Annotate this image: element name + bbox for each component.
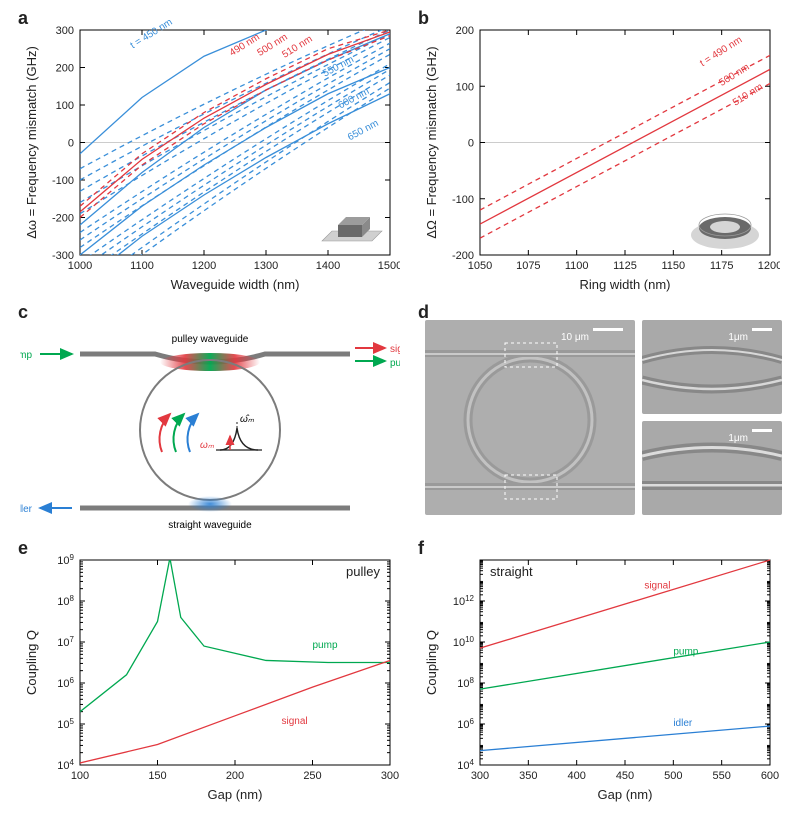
svg-text:1500: 1500 (378, 260, 400, 272)
svg-text:-200: -200 (452, 250, 474, 262)
svg-text:-200: -200 (52, 213, 74, 225)
svg-text:300: 300 (381, 770, 399, 782)
panel-a-chart: 100011001200130014001500-300-200-1000100… (20, 20, 400, 300)
svg-text:Coupling Q: Coupling Q (24, 630, 39, 695)
sem-main-image: 10 μm (425, 320, 635, 515)
svg-text:1200: 1200 (758, 260, 780, 272)
svg-text:pump: pump (20, 350, 32, 361)
svg-text:109: 109 (57, 553, 74, 568)
svg-text:idler: idler (20, 504, 33, 515)
svg-text:signal: signal (644, 581, 670, 592)
panel-b-chart: 1050107511001125115011751200-200-1000100… (420, 20, 780, 300)
svg-text:500 nm: 500 nm (717, 62, 751, 89)
svg-text:1300: 1300 (254, 260, 278, 272)
panel-e-chart: 100150200250300104105106107108109Gap (nm… (20, 550, 400, 810)
svg-text:350: 350 (519, 770, 537, 782)
svg-text:-100: -100 (452, 194, 474, 206)
svg-text:idler: idler (673, 718, 693, 729)
svg-text:650 nm: 650 nm (346, 118, 381, 143)
svg-text:600 nm: 600 nm (337, 86, 372, 111)
svg-text:1100: 1100 (130, 260, 154, 272)
panel-c-schematic: ω̂ₘ ωₘ pump signal pump idler pulley waveguide… (20, 315, 400, 535)
scale-main-text: 10 μm (561, 332, 589, 343)
svg-text:100: 100 (456, 81, 474, 93)
svg-text:200: 200 (226, 770, 244, 782)
svg-text:-300: -300 (52, 250, 74, 262)
svg-text:1400: 1400 (316, 260, 340, 272)
svg-text:490 nm: 490 nm (228, 32, 262, 59)
svg-text:1125: 1125 (613, 260, 637, 272)
svg-text:200: 200 (456, 25, 474, 37)
svg-text:t = 490 nm: t = 490 nm (698, 35, 744, 70)
panel-f-chart: 30035040045050055060010410610810101012Ga… (420, 550, 780, 810)
svg-text:1175: 1175 (710, 260, 734, 272)
svg-text:108: 108 (457, 676, 474, 691)
svg-text:signal: signal (390, 344, 400, 355)
scale-bar-icon (752, 429, 772, 432)
svg-text:Gap (nm): Gap (nm) (598, 787, 653, 802)
svg-text:106: 106 (457, 717, 474, 732)
svg-text:300: 300 (56, 25, 74, 37)
svg-text:Gap (nm): Gap (nm) (208, 787, 263, 802)
svg-text:1100: 1100 (565, 260, 589, 272)
svg-text:1012: 1012 (453, 594, 475, 609)
scale-small-text-2: 1μm (728, 433, 748, 444)
svg-text:1075: 1075 (516, 260, 540, 272)
svg-text:300: 300 (471, 770, 489, 782)
svg-text:108: 108 (57, 594, 74, 609)
svg-text:pump: pump (313, 640, 338, 651)
svg-text:107: 107 (57, 635, 74, 650)
svg-text:ω̂ₘ: ω̂ₘ (240, 413, 255, 425)
svg-text:510 nm: 510 nm (731, 81, 765, 108)
svg-text:ωₘ: ωₘ (200, 440, 215, 451)
svg-text:0: 0 (468, 138, 474, 150)
svg-text:1150: 1150 (662, 260, 686, 272)
svg-text:0: 0 (68, 138, 74, 150)
svg-text:pulley waveguide: pulley waveguide (172, 334, 249, 345)
svg-text:Ring width (nm): Ring width (nm) (579, 277, 670, 292)
svg-text:-100: -100 (52, 175, 74, 187)
svg-text:signal: signal (282, 716, 308, 727)
svg-text:550: 550 (712, 770, 730, 782)
svg-text:250: 250 (303, 770, 321, 782)
svg-text:1010: 1010 (453, 635, 475, 650)
svg-text:1200: 1200 (192, 260, 216, 272)
svg-text:Waveguide width (nm): Waveguide width (nm) (171, 277, 300, 292)
svg-text:Δω = Frequency mismatch (GHz): Δω = Frequency mismatch (GHz) (24, 46, 39, 239)
sem-detail-top: 1μm (642, 320, 782, 414)
svg-text:straight: straight (490, 564, 533, 579)
svg-text:500: 500 (664, 770, 682, 782)
svg-text:pump: pump (390, 358, 400, 369)
svg-text:pulley: pulley (346, 564, 380, 579)
svg-text:400: 400 (567, 770, 585, 782)
scale-small-text-1: 1μm (728, 332, 748, 343)
svg-text:t = 450 nm: t = 450 nm (128, 20, 174, 51)
svg-text:106: 106 (57, 676, 74, 691)
scale-bar-icon (752, 328, 772, 331)
svg-text:100: 100 (71, 770, 89, 782)
svg-text:105: 105 (57, 717, 74, 732)
svg-text:450: 450 (616, 770, 634, 782)
svg-text:150: 150 (148, 770, 166, 782)
svg-text:600: 600 (761, 770, 779, 782)
svg-text:straight waveguide: straight waveguide (168, 520, 252, 531)
svg-text:Coupling Q: Coupling Q (424, 630, 439, 695)
svg-text:pump: pump (673, 646, 698, 657)
sem-detail-bottom: 1μm (642, 421, 782, 515)
svg-text:550 nm: 550 nm (321, 54, 356, 79)
svg-text:ΔΩ = Frequency mismatch (GHz): ΔΩ = Frequency mismatch (GHz) (424, 46, 439, 238)
svg-text:100: 100 (56, 100, 74, 112)
scale-bar-icon (593, 328, 623, 331)
svg-text:200: 200 (56, 63, 74, 75)
